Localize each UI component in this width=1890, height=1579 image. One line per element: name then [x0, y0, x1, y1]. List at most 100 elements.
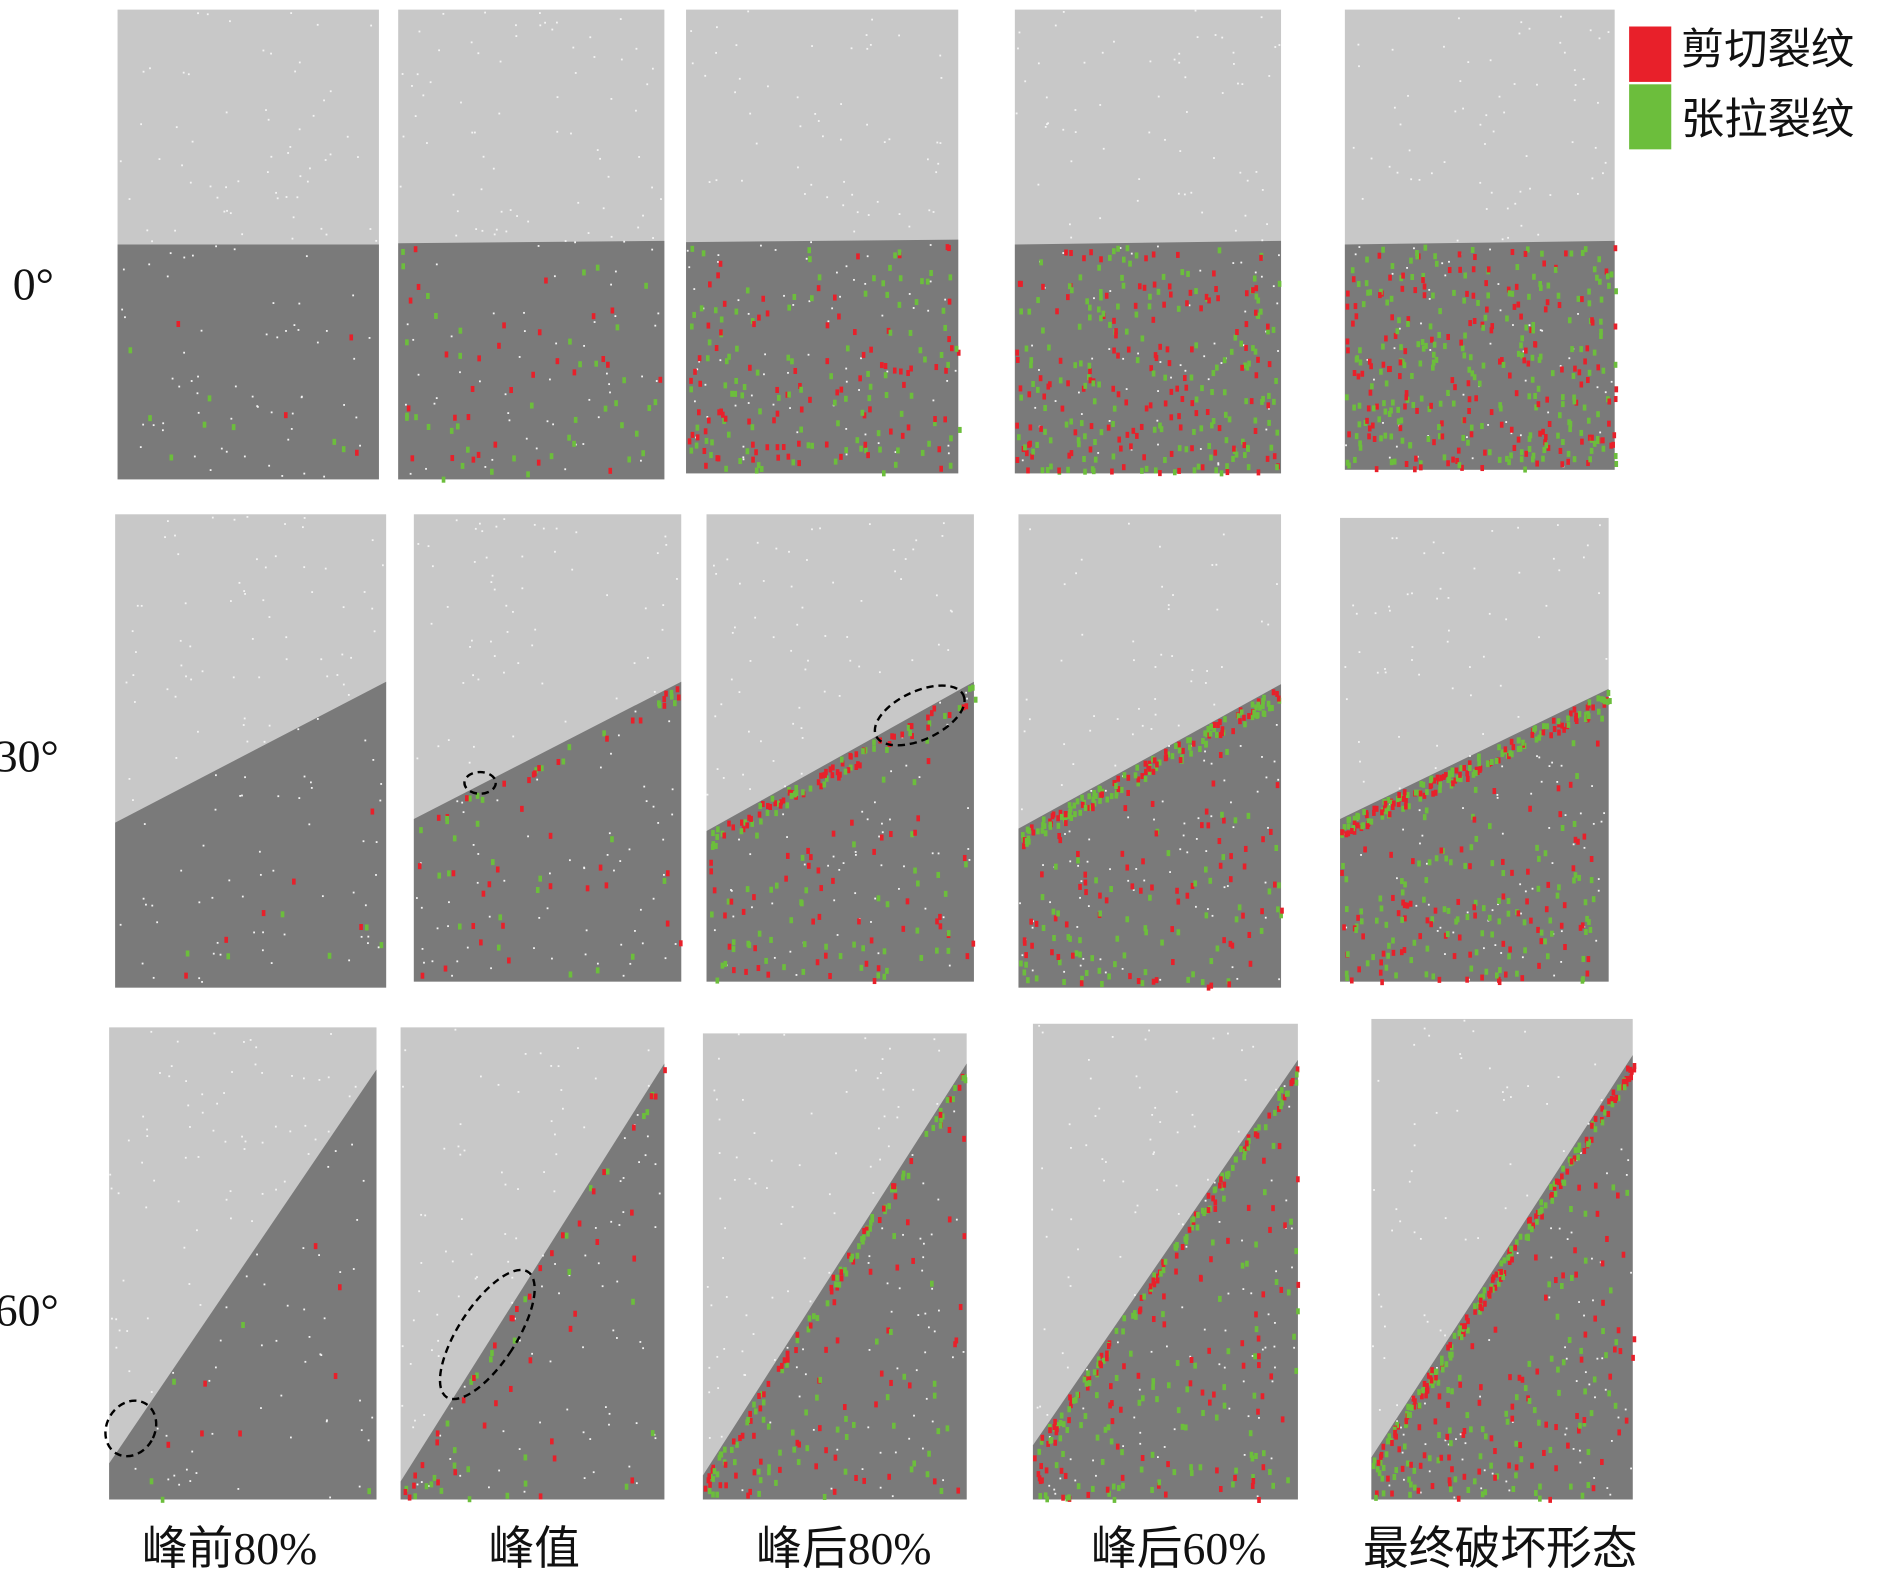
crack: [1377, 1470, 1382, 1477]
speckle: [482, 155, 485, 158]
crack: [1528, 805, 1532, 812]
crack: [1116, 391, 1121, 398]
crack: [1162, 301, 1166, 308]
speckle: [1178, 61, 1181, 64]
crack: [1069, 249, 1073, 257]
speckle: [1439, 926, 1442, 929]
speckle: [1494, 944, 1497, 946]
crack: [1622, 1078, 1627, 1085]
crack: [835, 769, 840, 776]
crack: [943, 324, 947, 331]
crack: [1520, 975, 1525, 982]
crack: [1480, 974, 1484, 981]
speckle: [1436, 744, 1438, 747]
speckle: [1517, 526, 1520, 529]
crack: [1566, 721, 1571, 728]
crack: [1474, 766, 1479, 773]
crack: [1446, 777, 1451, 784]
crack: [1417, 1402, 1422, 1409]
speckle: [1191, 669, 1194, 671]
crack: [932, 1380, 937, 1387]
crack: [1251, 1478, 1256, 1485]
crack: [1553, 1190, 1558, 1197]
crack: [1412, 1403, 1417, 1410]
speckle: [166, 275, 169, 278]
crack: [1582, 1148, 1587, 1155]
crack: [1585, 345, 1590, 352]
speckle: [824, 635, 827, 637]
speckle: [951, 610, 953, 613]
crack: [1163, 1258, 1168, 1265]
crack: [1503, 971, 1508, 978]
crack: [1422, 792, 1427, 799]
crack: [1078, 937, 1082, 944]
crack: [1468, 354, 1473, 361]
crack: [601, 356, 606, 363]
crack: [793, 367, 798, 374]
speckle: [118, 1329, 121, 1332]
speckle: [175, 126, 178, 129]
speckle: [356, 1219, 359, 1221]
speckle: [539, 12, 541, 14]
legend-label: 剪切裂纹: [1681, 26, 1854, 74]
speckle: [925, 1397, 928, 1400]
crack: [1216, 295, 1220, 302]
speckle: [1135, 868, 1138, 870]
crack: [711, 1464, 716, 1471]
crack: [1577, 1142, 1582, 1149]
crack: [1043, 428, 1047, 435]
speckle: [359, 444, 361, 447]
speckle: [828, 1193, 831, 1196]
crack: [927, 440, 931, 447]
speckle: [827, 864, 830, 867]
crack: [1407, 1476, 1411, 1483]
speckle: [1232, 51, 1235, 54]
speckle: [1396, 171, 1399, 174]
crack: [502, 322, 506, 329]
crack: [1079, 420, 1084, 427]
speckle: [443, 1147, 446, 1150]
crack: [1241, 912, 1245, 919]
speckle: [549, 1360, 552, 1363]
speckle: [1250, 1292, 1253, 1295]
speckle: [929, 244, 932, 246]
crack: [1371, 954, 1375, 961]
speckle: [706, 793, 709, 796]
crack: [523, 1480, 528, 1487]
speckle: [555, 527, 558, 530]
speckle: [949, 609, 952, 612]
crack: [203, 1380, 207, 1387]
speckle: [612, 1329, 615, 1332]
speckle: [1505, 618, 1508, 621]
speckle: [519, 1339, 521, 1342]
speckle: [1093, 715, 1095, 718]
crack: [1572, 456, 1577, 463]
crack: [1501, 361, 1506, 368]
speckle: [1051, 1208, 1054, 1211]
speckle: [1471, 457, 1474, 460]
speckle: [1439, 1329, 1442, 1332]
speckle: [931, 1287, 934, 1290]
crack: [1254, 1241, 1258, 1248]
crack: [1514, 1464, 1519, 1471]
crack: [535, 886, 540, 894]
crack: [523, 1296, 527, 1303]
speckle: [1086, 860, 1089, 863]
crack: [630, 717, 635, 724]
crack: [1583, 1257, 1588, 1264]
crack: [1440, 433, 1445, 440]
crack: [935, 947, 939, 954]
crack: [692, 311, 696, 318]
crack: [1015, 422, 1019, 429]
speckle: [352, 891, 355, 894]
crack: [1462, 1473, 1467, 1480]
crack: [1150, 1451, 1155, 1458]
crack: [1208, 730, 1213, 737]
speckle: [940, 77, 943, 79]
speckle: [622, 1177, 625, 1179]
crack: [1450, 1351, 1454, 1358]
speckle: [866, 255, 869, 258]
crack: [1284, 1090, 1289, 1097]
speckle: [574, 241, 576, 244]
crack: [1558, 412, 1562, 419]
